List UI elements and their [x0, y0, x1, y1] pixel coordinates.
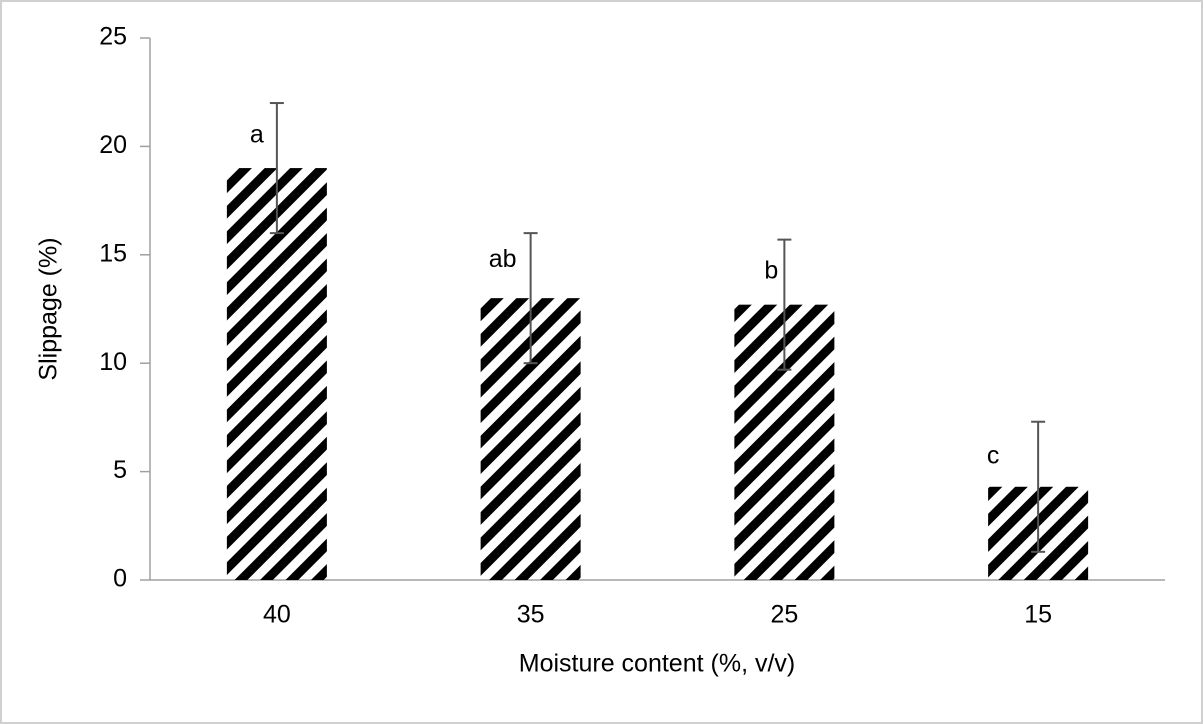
y-axis-label: Slippage (%) [35, 237, 63, 380]
y-tick-label: 5 [113, 456, 127, 484]
y-tick-label: 0 [113, 565, 127, 593]
x-tick-label: 35 [517, 601, 545, 629]
x-tick-label: 15 [1024, 601, 1052, 629]
y-tick-label: 10 [99, 348, 127, 376]
x-tick-label: 25 [770, 601, 798, 629]
annotation: c [987, 441, 1000, 469]
annotation: b [764, 256, 778, 284]
x-axis-label: Moisture content (%, v/v) [519, 650, 795, 678]
y-tick-label: 20 [99, 131, 127, 159]
y-tick-label: 15 [99, 239, 127, 267]
bar [226, 168, 327, 580]
annotation: a [250, 121, 264, 149]
x-tick-label: 40 [263, 601, 291, 629]
annotation: ab [489, 245, 517, 273]
y-tick-label: 25 [99, 23, 127, 51]
